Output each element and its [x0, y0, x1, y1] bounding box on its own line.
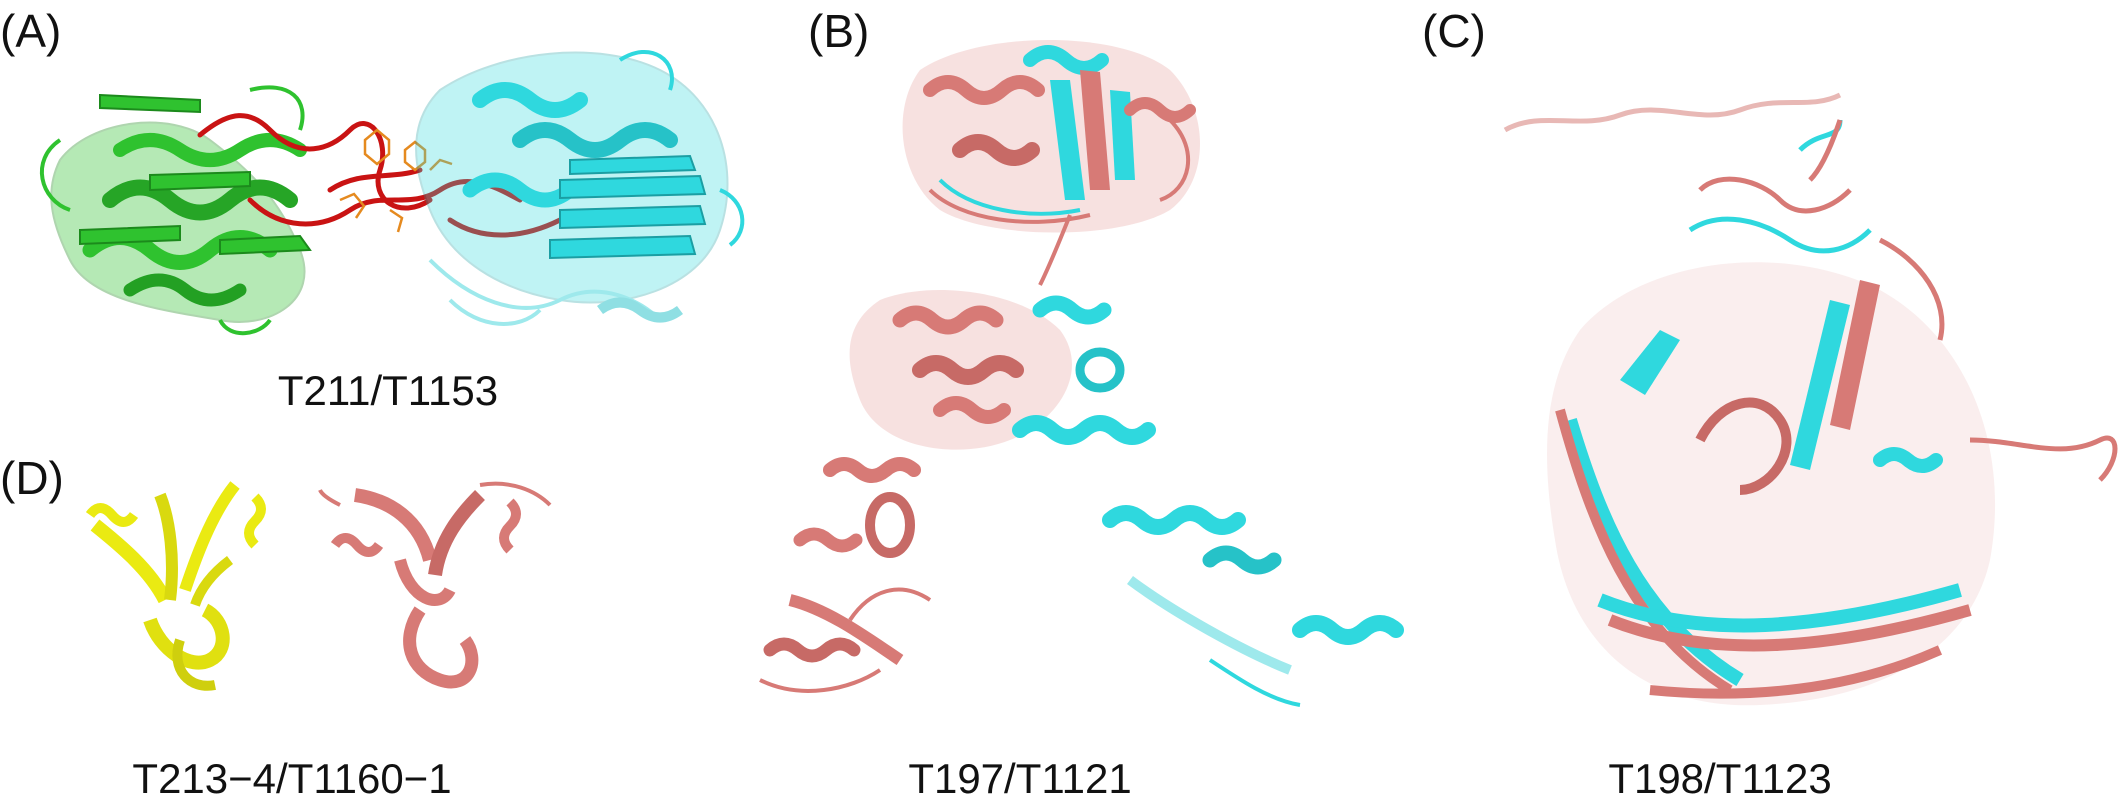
panel-b-letter: (B): [808, 5, 870, 57]
yellow-protein: [85, 481, 266, 691]
red-linker: [197, 113, 563, 238]
green-protein: [40, 85, 312, 336]
panel-c-letter: (C): [1422, 5, 1486, 57]
panel-a-letter: (A): [0, 5, 62, 57]
ligand-sticks: [339, 128, 453, 233]
panel-b-caption: T197/T1121: [908, 755, 1132, 802]
top-domain: [902, 40, 1200, 233]
panel-b-structure: [759, 40, 1404, 707]
panel-a-structure: [40, 49, 745, 336]
c-sheets: [1555, 280, 1972, 699]
faded-tail: [1503, 92, 1842, 133]
c-top-loops: [1688, 119, 2118, 482]
cyan-domain-b: [1012, 295, 1404, 707]
c-body: [1547, 262, 1996, 706]
salmon-protein-d: [318, 481, 552, 689]
panel-d-letter: (D): [0, 452, 64, 504]
panel-a-caption: T211/T1153: [277, 367, 499, 414]
panel-d-caption: T213−4/T1160−1: [132, 755, 452, 802]
cyan-protein-faded: [428, 258, 683, 326]
salmon-domain-b: [759, 290, 1072, 693]
panel-d-structure: [85, 481, 552, 691]
panel-c-structure: [1503, 92, 2118, 706]
cyan-protein: [415, 49, 745, 304]
panel-c-caption: T198/T1123: [1608, 755, 1832, 802]
b-linker: [1038, 214, 1072, 286]
